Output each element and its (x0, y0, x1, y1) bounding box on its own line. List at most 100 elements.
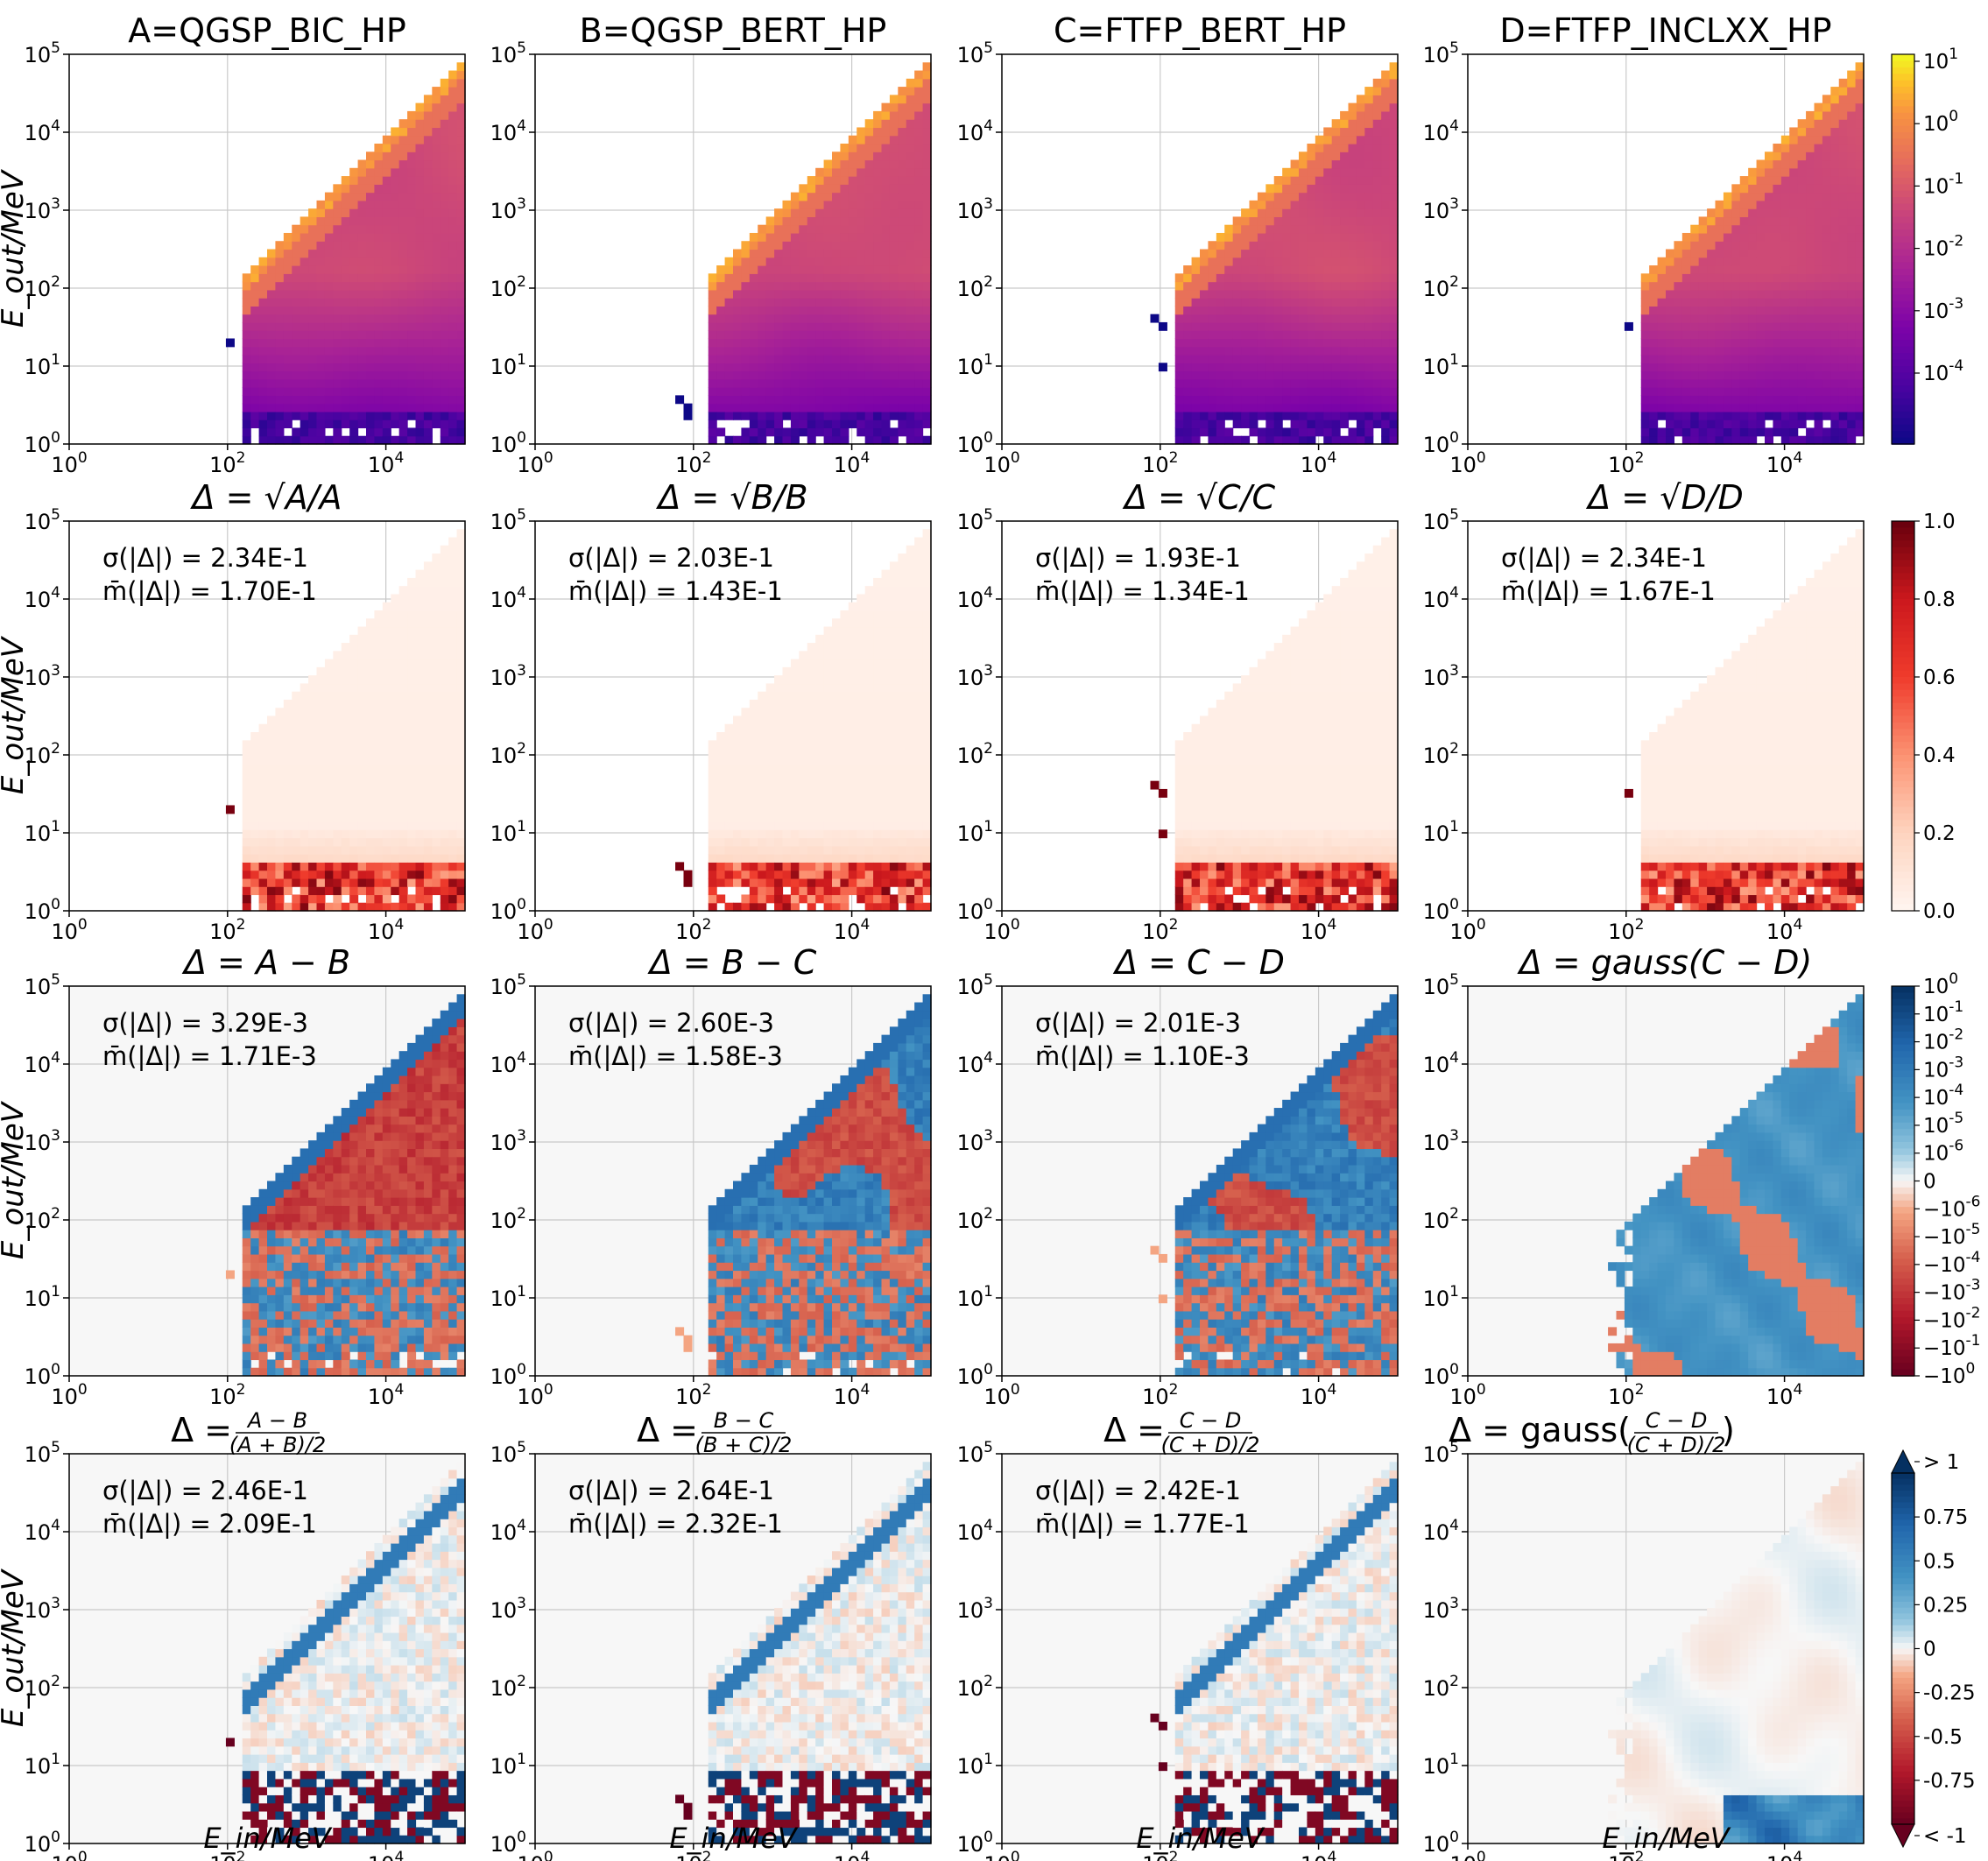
heatmap-cell (283, 273, 293, 283)
heatmap-cell (1356, 314, 1365, 323)
heatmap-cell (456, 805, 466, 814)
heatmap-cell (1649, 281, 1659, 291)
heatmap-cell (1241, 330, 1251, 340)
heatmap-cell (1290, 265, 1300, 274)
heatmap-cell (374, 152, 384, 161)
heatmap-cell (898, 257, 907, 266)
heatmap-cell (292, 224, 301, 234)
heatmap-cell (267, 403, 277, 412)
heatmap-cell (848, 208, 857, 218)
heatmap-cell (258, 338, 268, 348)
heatmap-cell (758, 829, 767, 839)
heatmap-cell (448, 159, 458, 169)
heatmap-cell (242, 330, 251, 340)
heatmap-cell (774, 740, 784, 750)
heatmap-cell (1331, 265, 1341, 274)
heatmap-cell (258, 273, 268, 283)
heatmap-cell (1340, 395, 1350, 405)
heatmap-cell (1174, 403, 1184, 412)
heatmap-cell (864, 355, 874, 363)
heatmap-cell (308, 765, 318, 773)
heatmap-cell (341, 321, 350, 331)
heatmap-cell (1216, 346, 1225, 356)
heatmap-cell (448, 683, 458, 693)
heatmap-cell (1290, 184, 1300, 194)
heatmap-cell (407, 241, 417, 250)
heatmap-cell (1822, 265, 1831, 274)
heatmap-cell (1307, 152, 1316, 161)
heatmap-cell (242, 797, 251, 807)
heatmap-cell (857, 257, 866, 266)
heatmap-cell (840, 192, 849, 201)
heatmap-cell (341, 232, 350, 242)
heatmap-cell (1838, 427, 1848, 437)
heatmap-cell (1348, 216, 1357, 226)
heatmap-cell (741, 805, 751, 814)
heatmap-cell (807, 419, 816, 429)
heatmap-cell (1698, 427, 1708, 437)
heatmap-cell (864, 298, 874, 307)
heatmap-cell (308, 691, 318, 701)
colorbar-tick-label: 10-1 (1923, 170, 1963, 198)
heatmap-cell (782, 894, 792, 904)
heatmap-cell (1773, 232, 1782, 242)
heatmap-cell (1698, 241, 1708, 250)
heatmap-cell (1191, 298, 1201, 307)
heatmap-cell (432, 232, 441, 242)
heatmap-cell (283, 241, 293, 250)
heatmap-cell (1830, 330, 1840, 340)
heatmap-cell (374, 862, 384, 871)
heatmap-cell (1822, 306, 1831, 315)
heatmap-cell (415, 435, 425, 445)
heatmap-cell (300, 765, 309, 773)
heatmap-cell (749, 708, 758, 717)
heatmap-cell (716, 321, 726, 331)
heatmap-cell (1765, 232, 1774, 242)
heatmap-cell (423, 829, 433, 839)
heatmap-cell (922, 273, 932, 283)
heatmap-cell (716, 805, 726, 814)
heatmap-cell (790, 346, 800, 356)
heatmap-cell (724, 797, 734, 807)
heatmap-cell (898, 338, 907, 348)
heatmap-cell (1780, 427, 1790, 437)
heatmap-cell (1174, 289, 1184, 299)
heatmap-cell (1731, 232, 1741, 242)
heatmap-cell (758, 845, 767, 855)
heatmap-cell (456, 273, 466, 283)
heatmap-cell (341, 346, 350, 356)
heatmap-cell (1814, 281, 1823, 291)
heatmap-cell (258, 355, 268, 363)
heatmap-cell (349, 330, 359, 340)
heatmap-cell (1282, 208, 1292, 218)
heatmap-cell (1789, 127, 1799, 137)
heatmap-cell (292, 346, 301, 356)
heatmap-cell (456, 102, 466, 112)
heatmap-cell (1789, 314, 1799, 323)
heatmap-cell (1723, 378, 1732, 388)
heatmap-cell (1814, 176, 1823, 185)
heatmap-cell (881, 355, 891, 363)
heatmap-cell (823, 167, 833, 177)
heatmap-cell (1715, 273, 1724, 283)
heatmap-cell (415, 634, 425, 644)
heatmap-cell (881, 387, 891, 396)
heatmap-cell (1200, 273, 1209, 283)
heatmap-cell (1174, 419, 1184, 429)
heatmap-cell (1681, 419, 1691, 429)
heatmap-cell (922, 321, 932, 331)
heatmap-cell (708, 330, 717, 340)
heatmap-cell (415, 651, 425, 660)
heatmap-cell (300, 232, 309, 242)
heatmap-cell (349, 314, 359, 323)
heatmap-cell (1356, 200, 1365, 209)
heatmap-cell (1290, 208, 1300, 218)
heatmap-cell (1847, 435, 1857, 445)
heatmap-cell (456, 854, 466, 863)
heatmap-cell (1282, 427, 1292, 437)
heatmap-cell (914, 78, 924, 88)
heatmap-cell (1797, 314, 1807, 323)
heatmap-cell (1323, 143, 1333, 152)
heatmap-cell (456, 561, 466, 571)
